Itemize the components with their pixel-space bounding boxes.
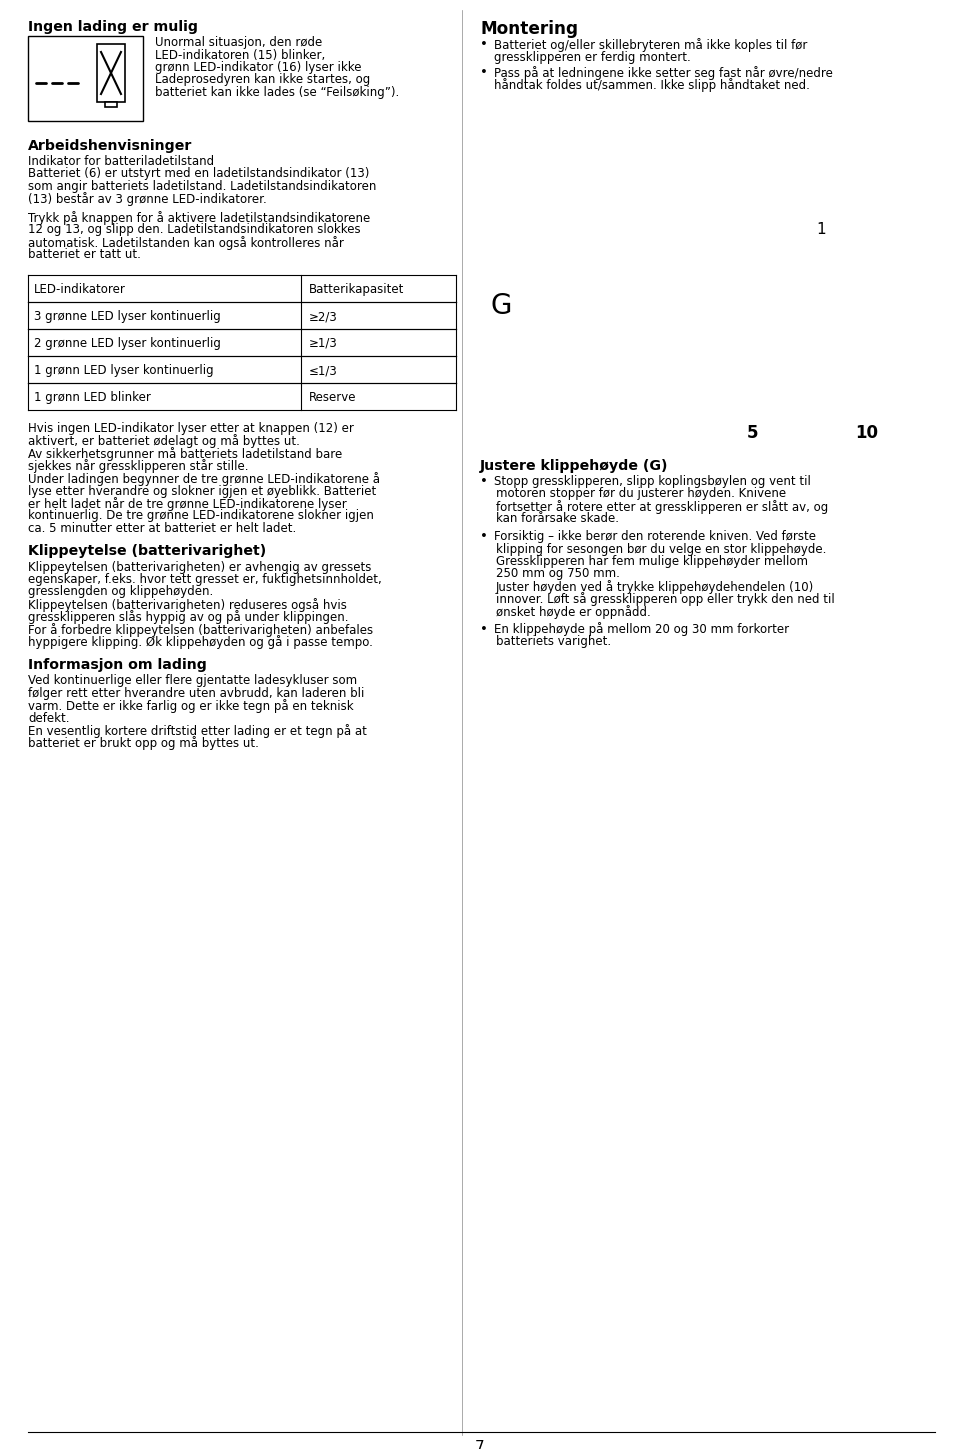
Text: Juster høyden ved å trykke klippehøydehendelen (10): Juster høyden ved å trykke klippehøydehe…	[496, 580, 814, 594]
Text: Indikator for batteriladetilstand: Indikator for batteriladetilstand	[28, 155, 214, 168]
Text: En klippehøyde på mellom 20 og 30 mm forkorter: En klippehøyde på mellom 20 og 30 mm for…	[494, 623, 789, 636]
Text: LED-indikatorer: LED-indikatorer	[34, 283, 126, 296]
Text: Unormal situasjon, den røde: Unormal situasjon, den røde	[155, 36, 323, 49]
Text: batteriets varighet.: batteriets varighet.	[496, 635, 612, 648]
Text: LED-indikatoren (15) blinker,: LED-indikatoren (15) blinker,	[155, 48, 325, 61]
Text: 250 mm og 750 mm.: 250 mm og 750 mm.	[496, 568, 620, 581]
Text: Trykk på knappen for å aktivere ladetilstandsindikatorene: Trykk på knappen for å aktivere ladetils…	[28, 212, 371, 225]
Text: Ingen lading er mulig: Ingen lading er mulig	[28, 20, 198, 33]
Text: Justere klippehøyde (G): Justere klippehøyde (G)	[480, 459, 668, 472]
Text: Montering: Montering	[480, 20, 578, 38]
Text: Batterikapasitet: Batterikapasitet	[309, 283, 404, 296]
Text: 12 og 13, og slipp den. Ladetilstandsindikatoren slokkes: 12 og 13, og slipp den. Ladetilstandsind…	[28, 223, 361, 236]
Text: følger rett etter hverandre uten avbrudd, kan laderen bli: følger rett etter hverandre uten avbrudd…	[28, 687, 365, 700]
Text: egenskaper, f.eks. hvor tett gresset er, fuktighetsinnholdet,: egenskaper, f.eks. hvor tett gresset er,…	[28, 572, 382, 585]
Text: innover. Løft så gressklipperen opp eller trykk den ned til: innover. Løft så gressklipperen opp elle…	[496, 593, 835, 607]
Text: motoren stopper før du justerer høyden. Knivene: motoren stopper før du justerer høyden. …	[496, 487, 786, 500]
Text: 2 grønne LED lyser kontinuerlig: 2 grønne LED lyser kontinuerlig	[34, 338, 221, 351]
Text: Arbeidshenvisninger: Arbeidshenvisninger	[28, 139, 192, 154]
Text: •: •	[480, 530, 488, 543]
Bar	[105, 101, 117, 107]
Text: kontinuerlig. De tre grønne LED-indikatorene slokner igjen: kontinuerlig. De tre grønne LED-indikato…	[28, 510, 373, 523]
Text: håndtak foldes ut/sammen. Ikke slipp håndtaket ned.: håndtak foldes ut/sammen. Ikke slipp hån…	[494, 78, 810, 93]
Text: grønn LED-indikator (16) lyser ikke: grønn LED-indikator (16) lyser ikke	[155, 61, 362, 74]
Text: sjekkes når gressklipperen står stille.: sjekkes når gressklipperen står stille.	[28, 459, 249, 474]
Text: ≥1/3: ≥1/3	[309, 338, 338, 351]
Text: 1 grønn LED blinker: 1 grønn LED blinker	[34, 391, 151, 404]
Text: 1: 1	[816, 222, 826, 236]
Bar	[97, 43, 125, 101]
Text: 3 grønne LED lyser kontinuerlig: 3 grønne LED lyser kontinuerlig	[34, 310, 221, 323]
Text: er helt ladet når de tre grønne LED-indikatorene lyser: er helt ladet når de tre grønne LED-indi…	[28, 497, 347, 511]
Text: 10: 10	[855, 425, 878, 442]
Text: Av sikkerhetsgrunner må batteriets ladetilstand bare: Av sikkerhetsgrunner må batteriets ladet…	[28, 446, 343, 461]
Text: klipping for sesongen bør du velge en stor klippehøyde.: klipping for sesongen bør du velge en st…	[496, 542, 827, 555]
Text: fortsetter å rotere etter at gressklipperen er slått av, og: fortsetter å rotere etter at gressklippe…	[496, 500, 828, 514]
Text: 1 grønn LED lyser kontinuerlig: 1 grønn LED lyser kontinuerlig	[34, 364, 214, 377]
Text: hyppigere klipping. Øk klippehøyden og gå i passe tempo.: hyppigere klipping. Øk klippehøyden og g…	[28, 636, 372, 649]
Text: Hvis ingen LED-indikator lyser etter at knappen (12) er: Hvis ingen LED-indikator lyser etter at …	[28, 422, 354, 435]
Text: Klippeytelse (batterivarighet): Klippeytelse (batterivarighet)	[28, 545, 266, 558]
Text: ≥2/3: ≥2/3	[309, 310, 338, 323]
Text: Stopp gressklipperen, slipp koplingsbøylen og vent til: Stopp gressklipperen, slipp koplingsbøyl…	[494, 475, 811, 488]
Text: For å forbedre klippeytelsen (batterivarigheten) anbefales: For å forbedre klippeytelsen (batterivar…	[28, 623, 373, 638]
Text: gresslengden og klippehøyden.: gresslengden og klippehøyden.	[28, 585, 213, 598]
Text: batteriet er tatt ut.: batteriet er tatt ut.	[28, 248, 141, 261]
Text: 7: 7	[475, 1440, 485, 1449]
Text: ønsket høyde er oppnådd.: ønsket høyde er oppnådd.	[496, 606, 651, 619]
Text: automatisk. Ladetilstanden kan også kontrolleres når: automatisk. Ladetilstanden kan også kont…	[28, 236, 344, 251]
Text: batteriet kan ikke lades (se “Feilsøking”).: batteriet kan ikke lades (se “Feilsøking…	[155, 85, 399, 99]
Text: Batteriet og/eller skillebryteren må ikke koples til før: Batteriet og/eller skillebryteren må ikk…	[494, 38, 807, 52]
Text: Pass på at ledningene ikke setter seg fast når øvre/nedre: Pass på at ledningene ikke setter seg fa…	[494, 67, 833, 80]
Text: •: •	[480, 623, 488, 636]
Text: Forsiktig – ikke berør den roterende kniven. Ved første: Forsiktig – ikke berør den roterende kni…	[494, 530, 816, 543]
Text: gressklipperen er ferdig montert.: gressklipperen er ferdig montert.	[494, 51, 691, 64]
Text: varm. Dette er ikke farlig og er ikke tegn på en teknisk: varm. Dette er ikke farlig og er ikke te…	[28, 698, 353, 713]
Bar	[28, 36, 143, 122]
Text: •: •	[480, 67, 488, 80]
Text: Klippeytelsen (batterivarigheten) er avhengig av gressets: Klippeytelsen (batterivarigheten) er avh…	[28, 561, 372, 574]
Text: En vesentlig kortere driftstid etter lading er et tegn på at: En vesentlig kortere driftstid etter lad…	[28, 724, 367, 738]
Text: 5: 5	[747, 425, 758, 442]
Text: batteriet er brukt opp og må byttes ut.: batteriet er brukt opp og må byttes ut.	[28, 736, 259, 751]
Text: lyse etter hverandre og slokner igjen et øyeblikk. Batteriet: lyse etter hverandre og slokner igjen et…	[28, 484, 376, 497]
Text: Klippeytelsen (batterivarigheten) reduseres også hvis: Klippeytelsen (batterivarigheten) reduse…	[28, 598, 347, 611]
Text: som angir batteriets ladetilstand. Ladetilstandsindikatoren: som angir batteriets ladetilstand. Ladet…	[28, 180, 376, 193]
Text: Gressklipperen har fem mulige klippehøyder mellom: Gressklipperen har fem mulige klippehøyd…	[496, 555, 808, 568]
Text: Informasjon om lading: Informasjon om lading	[28, 658, 206, 672]
Text: •: •	[480, 38, 488, 51]
Text: G: G	[490, 291, 512, 319]
Text: aktivert, er batteriet ødelagt og må byttes ut.: aktivert, er batteriet ødelagt og må byt…	[28, 435, 300, 449]
Text: defekt.: defekt.	[28, 711, 69, 724]
Text: Ved kontinuerlige eller flere gjentatte ladesykluser som: Ved kontinuerlige eller flere gjentatte …	[28, 674, 357, 687]
Text: kan forårsake skade.: kan forårsake skade.	[496, 513, 619, 526]
Text: (13) består av 3 grønne LED-indikatorer.: (13) består av 3 grønne LED-indikatorer.	[28, 193, 267, 206]
Text: ca. 5 minutter etter at batteriet er helt ladet.: ca. 5 minutter etter at batteriet er hel…	[28, 522, 297, 535]
Text: ≤1/3: ≤1/3	[309, 364, 338, 377]
Text: •: •	[480, 475, 488, 488]
Text: Under ladingen begynner de tre grønne LED-indikatorene å: Under ladingen begynner de tre grønne LE…	[28, 472, 380, 485]
Text: Batteriet (6) er utstyrt med en ladetilstandsindikator (13): Batteriet (6) er utstyrt med en ladetils…	[28, 168, 370, 181]
Text: Reserve: Reserve	[309, 391, 356, 404]
Text: Ladeprosedyren kan ikke startes, og: Ladeprosedyren kan ikke startes, og	[155, 74, 371, 87]
Text: gressklipperen slås hyppig av og på under klippingen.: gressklipperen slås hyppig av og på unde…	[28, 610, 348, 625]
